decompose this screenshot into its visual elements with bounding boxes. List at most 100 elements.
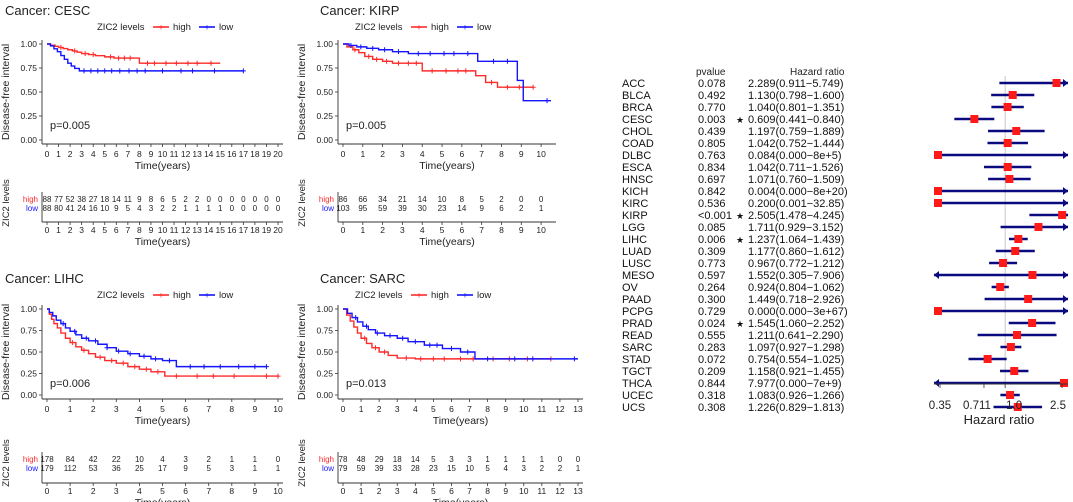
km-curve-low bbox=[47, 308, 267, 368]
panel-title: Cancer: LIHC bbox=[5, 271, 84, 286]
x-tick-label: 6 bbox=[114, 149, 119, 159]
censor-mark-high bbox=[72, 48, 78, 54]
x-tick-label: 7 bbox=[467, 404, 472, 414]
forest-cancer-label: COAD bbox=[622, 138, 654, 150]
censor-mark-low bbox=[434, 342, 440, 348]
forest-pvalue: 0.024 bbox=[698, 318, 726, 330]
y-tick-label: 1.00 bbox=[316, 304, 333, 314]
risk-x-tick-label: 6 bbox=[114, 225, 119, 235]
censor-mark-low bbox=[348, 42, 354, 48]
censor-mark-low bbox=[201, 364, 207, 370]
risk-count-low: 1 bbox=[195, 204, 200, 213]
censor-mark-low bbox=[142, 68, 148, 74]
risk-count-high: 66 bbox=[358, 195, 367, 204]
risk-row-label-low: low bbox=[322, 464, 334, 473]
censor-mark-low bbox=[427, 342, 433, 348]
censor-mark-low bbox=[81, 68, 87, 74]
forest-pvalue: 0.300 bbox=[698, 294, 726, 306]
km-curve-low bbox=[47, 43, 244, 72]
forest-hr-text: 1.158(0.921−1.455) bbox=[748, 366, 844, 378]
forest-pvalue: 0.770 bbox=[698, 102, 726, 114]
risk-count-low: 1 bbox=[576, 464, 581, 473]
forest-hr-box bbox=[1013, 331, 1022, 339]
x-tick-label: 13 bbox=[192, 149, 202, 159]
risk-count-low: 1 bbox=[183, 204, 188, 213]
risk-x-tick-label: 9 bbox=[503, 486, 508, 496]
risk-x-axis-title: Time(years) bbox=[135, 236, 191, 248]
forest-cancer-label: PAAD bbox=[622, 294, 651, 306]
censor-mark-high bbox=[194, 60, 200, 66]
km-curve-low bbox=[343, 43, 551, 102]
risk-x-tick-label: 1 bbox=[360, 225, 365, 235]
legend-low-marker: + bbox=[462, 291, 467, 301]
risk-count-low: 5 bbox=[485, 464, 490, 473]
p-value-label: p=0.006 bbox=[50, 378, 90, 390]
risk-count-high: 27 bbox=[89, 195, 98, 204]
forest-hr-box bbox=[934, 199, 942, 207]
forest-hr-box bbox=[1024, 295, 1033, 303]
censor-mark-low bbox=[252, 364, 258, 370]
forest-cancer-label: LUSC bbox=[622, 258, 651, 270]
risk-count-high: 6 bbox=[160, 195, 165, 204]
x-tick-label: 4 bbox=[137, 404, 142, 414]
y-tick-label: 0.50 bbox=[316, 87, 333, 97]
legend-high-label: high bbox=[431, 290, 449, 301]
censor-mark-high bbox=[403, 355, 409, 361]
forest-cancer-label: STAD bbox=[622, 354, 651, 366]
forest-hr-text: 1.545(1.060−2.252) bbox=[748, 318, 844, 330]
risk-count-low: 10 bbox=[100, 204, 109, 213]
risk-x-tick-label: 9 bbox=[253, 486, 258, 496]
forest-pvalue: 0.492 bbox=[698, 90, 726, 102]
censor-mark-low bbox=[211, 68, 217, 74]
censor-mark-low bbox=[465, 51, 471, 57]
forest-hr-text: 1.083(0.926−1.266) bbox=[748, 390, 844, 402]
censor-mark-low bbox=[400, 335, 406, 341]
censor-mark-low bbox=[117, 68, 123, 74]
forest-significance-star: ★ bbox=[736, 115, 744, 125]
forest-hr-box bbox=[934, 151, 942, 159]
censor-mark-low bbox=[415, 51, 421, 57]
risk-x-tick-label: 5 bbox=[102, 225, 107, 235]
risk-count-high: 84 bbox=[66, 455, 75, 464]
forest-arrow-left bbox=[934, 271, 939, 279]
forest-hr-box bbox=[934, 307, 942, 315]
forest-cancer-label: KIRP bbox=[622, 210, 648, 222]
x-tick-label: 3 bbox=[114, 404, 119, 414]
forest-pvalue: 0.308 bbox=[698, 402, 726, 414]
risk-count-high: 0 bbox=[253, 195, 258, 204]
x-tick-label: 8 bbox=[499, 149, 504, 159]
risk-count-high: 8 bbox=[460, 195, 465, 204]
legend-low-label: low bbox=[477, 290, 491, 301]
risk-count-low: 5 bbox=[126, 204, 131, 213]
x-axis-title: Time(years) bbox=[135, 160, 191, 172]
forest-pvalue: 0.085 bbox=[698, 222, 726, 234]
censor-mark-low bbox=[153, 356, 159, 362]
risk-count-low: 103 bbox=[336, 204, 350, 213]
censor-mark-high bbox=[143, 366, 149, 372]
forest-hr-text: 0.200(0.001−32.85) bbox=[748, 198, 844, 210]
risk-count-low: 59 bbox=[378, 204, 387, 213]
risk-x-tick-label: 8 bbox=[499, 225, 504, 235]
risk-row-label-low: low bbox=[26, 464, 38, 473]
risk-count-high: 5 bbox=[479, 195, 484, 204]
risk-x-tick-label: 2 bbox=[380, 225, 385, 235]
x-tick-label: 10 bbox=[536, 149, 546, 159]
risk-count-low: 3 bbox=[522, 464, 527, 473]
risk-count-high: 0 bbox=[519, 195, 524, 204]
x-tick-label: 7 bbox=[125, 149, 130, 159]
y-tick-label: 0.00 bbox=[20, 135, 37, 145]
forest-x-tick-label: 2.5 bbox=[1050, 400, 1066, 412]
censor-mark-high bbox=[384, 58, 390, 64]
censor-mark-low bbox=[451, 51, 457, 57]
forest-hr-text: 1.097(0.927−1.298) bbox=[748, 342, 844, 354]
x-tick-label: 5 bbox=[431, 404, 436, 414]
forest-arrow-left bbox=[934, 379, 939, 387]
risk-count-high: 1 bbox=[540, 455, 545, 464]
risk-count-high: 42 bbox=[89, 455, 98, 464]
risk-count-high: 2 bbox=[206, 455, 211, 464]
forest-hr-text: 0.004(0.000−8e+20) bbox=[748, 186, 848, 198]
forest-hr-box bbox=[1006, 343, 1015, 351]
x-tick-label: 1 bbox=[359, 404, 364, 414]
censor-mark-high bbox=[69, 340, 75, 346]
forest-hr-text: 1.071(0.760−1.509) bbox=[748, 174, 844, 186]
